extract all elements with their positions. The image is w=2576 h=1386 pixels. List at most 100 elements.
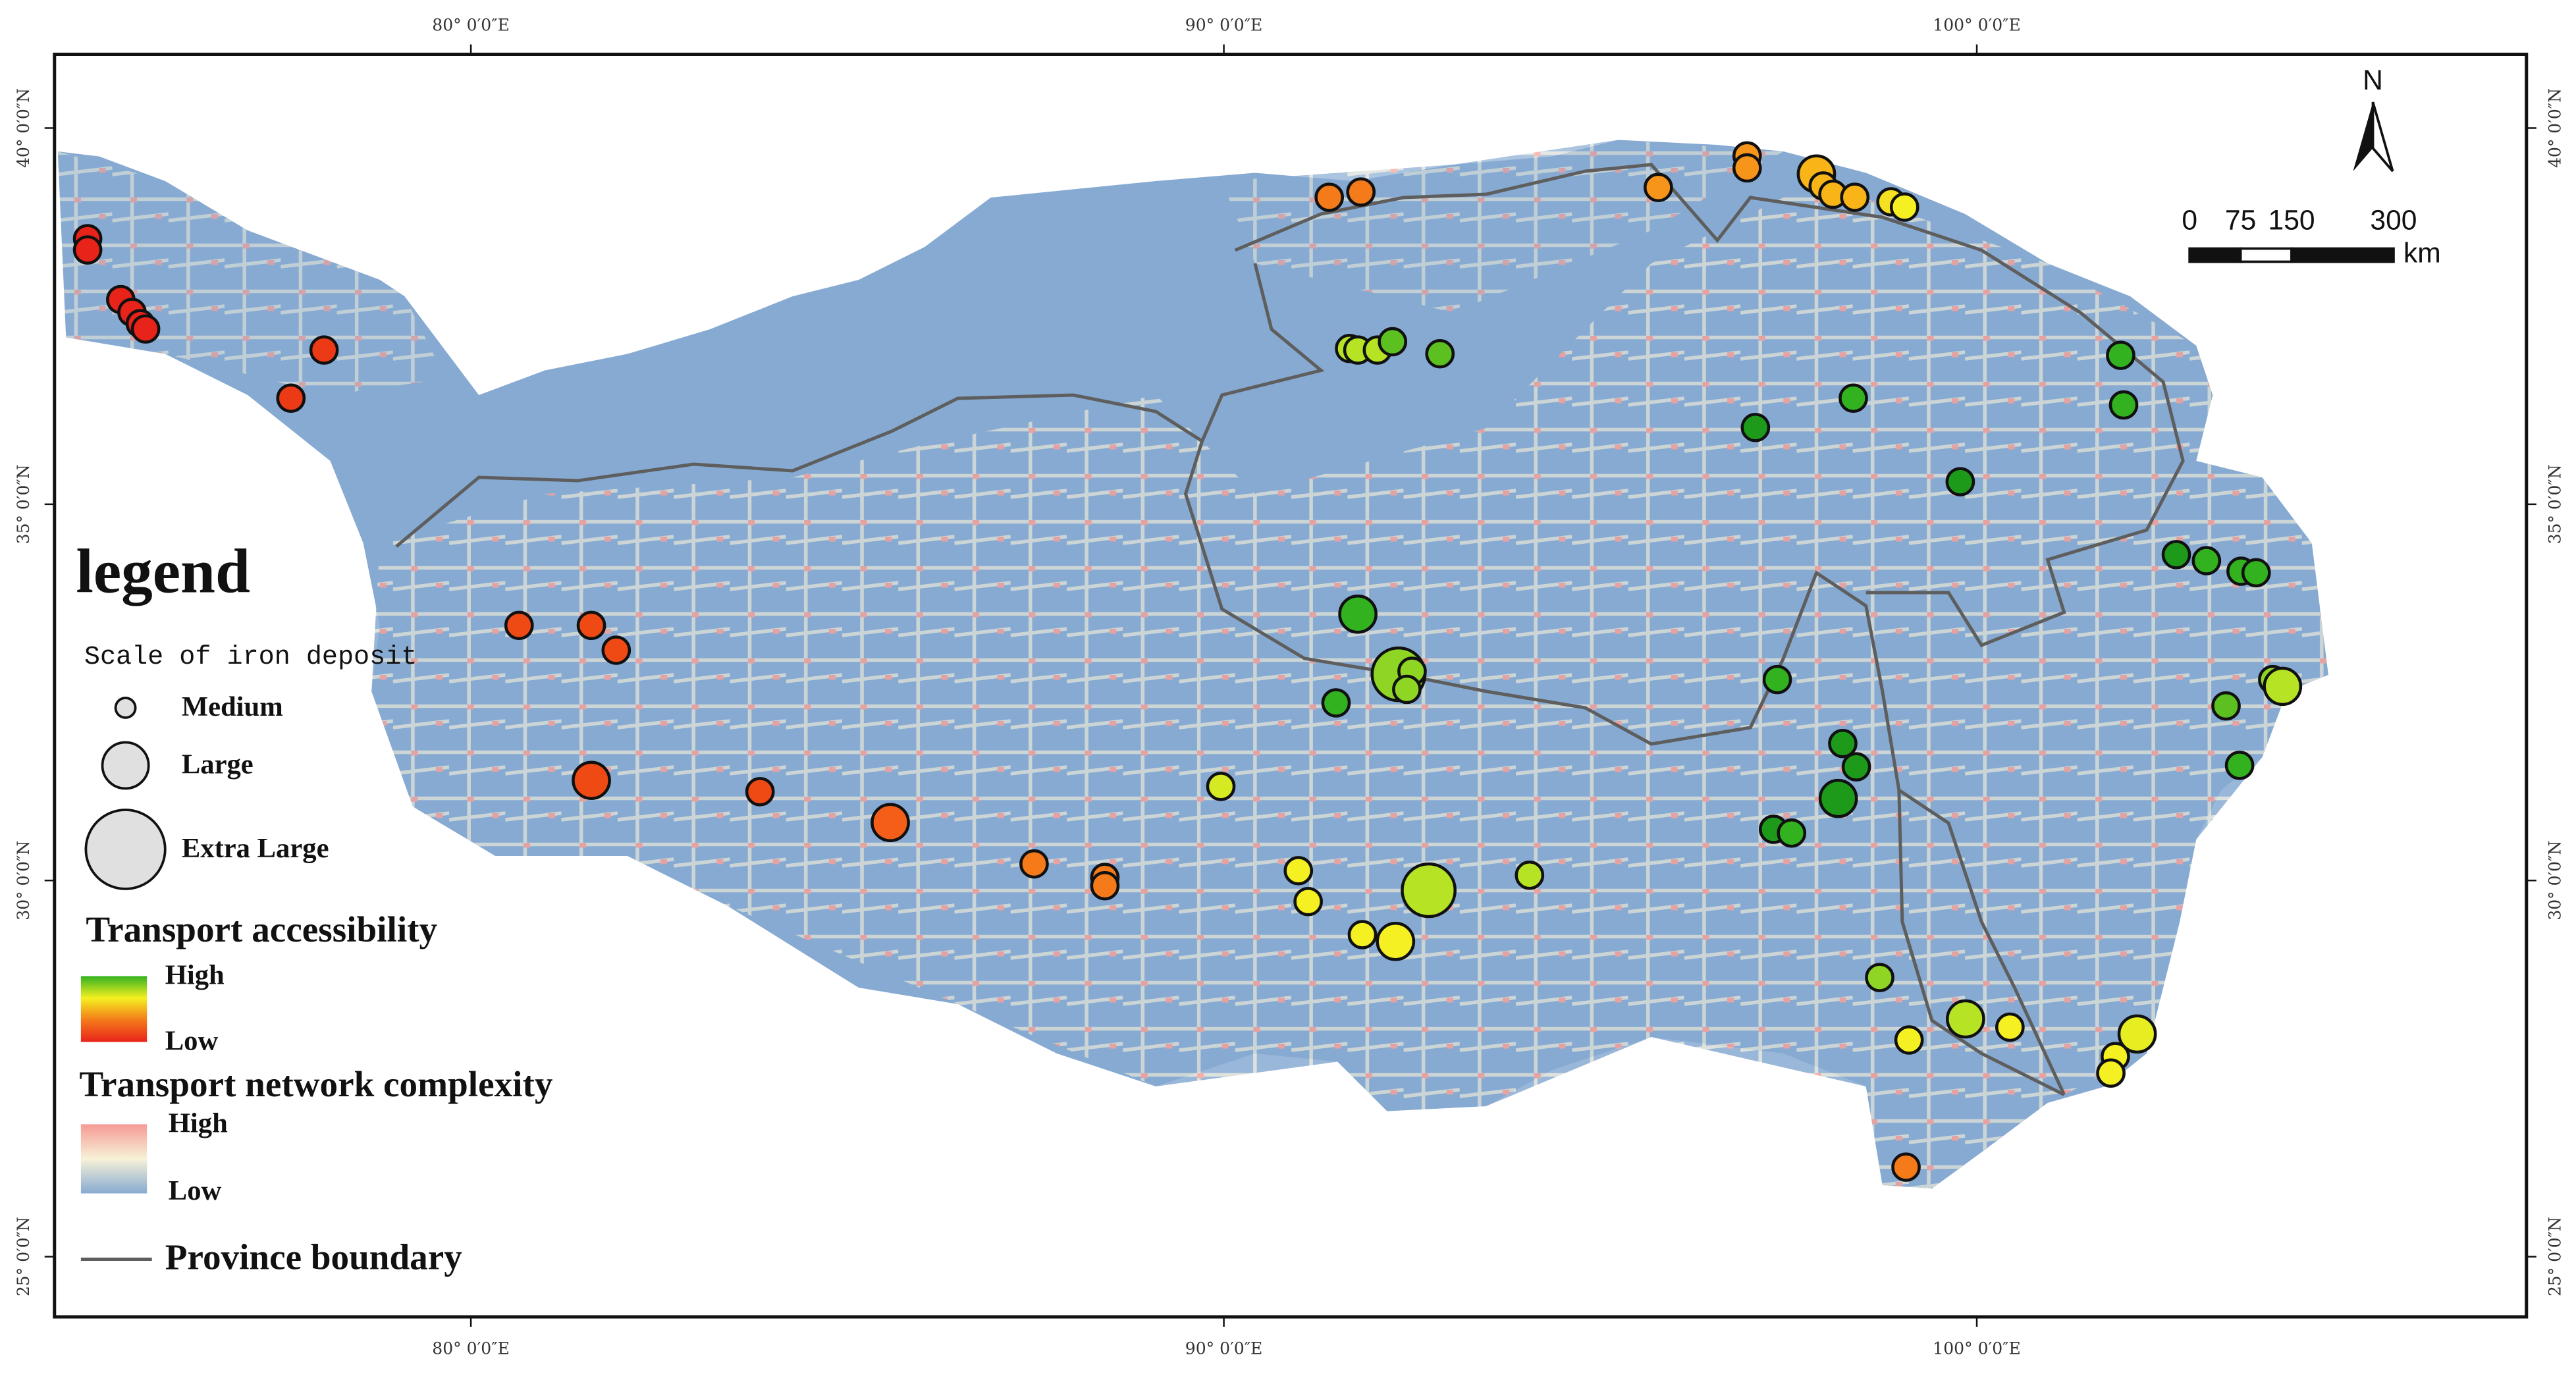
scale-label: 300 — [2370, 205, 2417, 236]
deposit — [1347, 920, 1378, 949]
lat-label: 35° 0′0″N — [14, 464, 33, 544]
deposit — [576, 610, 606, 641]
lat-label: 35° 0′0″N — [2545, 464, 2564, 544]
legend-scale-title: Scale of iron deposit — [84, 643, 417, 672]
graticule: 80° 0′0″E 80° 0′0″E 90° 0′0″E 90° 0′0″E 100°… — [14, 16, 2564, 1358]
deposit — [1378, 327, 1408, 357]
lon-label: 100° 0′0″E — [1933, 16, 2021, 35]
accessibility-high: High — [165, 960, 225, 991]
road-network — [371, 181, 2328, 1188]
deposit — [1425, 339, 1455, 369]
deposit — [1995, 1012, 2025, 1042]
map-frame — [53, 53, 2529, 1319]
deposit — [309, 335, 339, 365]
deposit — [1338, 594, 1378, 634]
legend-scale-symbol — [101, 741, 150, 790]
scale-label: 150 — [2268, 205, 2315, 236]
deposit — [1346, 177, 1376, 207]
deposit — [2263, 666, 2303, 706]
deposit — [1740, 413, 1771, 442]
legend-scale-symbol — [114, 697, 137, 719]
province-boundary — [1200, 263, 1325, 442]
deposit — [2211, 691, 2241, 721]
deposit — [1644, 173, 1673, 203]
deposit — [504, 610, 534, 641]
scale-segment — [2188, 247, 2242, 263]
lat-label: 30° 0′0″N — [14, 841, 33, 920]
deposit — [2106, 340, 2135, 370]
deposit — [130, 314, 161, 344]
deposit — [1762, 664, 1792, 695]
deposit — [1840, 182, 1870, 212]
deposit — [1283, 856, 1314, 886]
deposit — [1090, 870, 1120, 901]
legend-accessibility-title: Transport accessibility — [86, 909, 437, 949]
legend-scale-label: Extra Large — [182, 833, 329, 864]
deposit — [572, 760, 611, 800]
lon-label: 80° 0′0″E — [432, 16, 510, 35]
deposit — [1865, 963, 1894, 992]
complexity-ramp — [80, 1124, 148, 1194]
scale-segment — [2290, 247, 2395, 263]
legend-boundary: Province boundary — [165, 1237, 462, 1277]
deposit — [745, 777, 775, 807]
deposit — [1392, 674, 1422, 705]
lon-label: 90° 0′0″E — [1185, 1339, 1263, 1358]
deposit — [2108, 390, 2139, 420]
deposit — [1293, 886, 1323, 917]
lat-label: 40° 0′0″N — [14, 88, 33, 168]
deposit — [276, 383, 306, 413]
province-boundary — [1898, 788, 2066, 1096]
scale-segment — [2239, 247, 2293, 263]
lon-label: 100° 0′0″E — [1933, 1339, 2021, 1358]
deposit — [1838, 383, 1868, 413]
deposit — [1321, 688, 1351, 718]
deposit — [1818, 778, 1858, 818]
deposit — [1828, 728, 1858, 759]
deposit — [1841, 752, 1871, 782]
legend-scale-label: Medium — [182, 691, 283, 722]
deposit — [2224, 751, 2255, 780]
deposit — [1777, 818, 1807, 848]
deposit — [72, 235, 103, 265]
complexity-high: High — [169, 1108, 228, 1139]
deposit — [1894, 1025, 1924, 1055]
deposit — [1206, 772, 1236, 801]
complexity-low: Low — [169, 1175, 222, 1206]
deposit — [601, 635, 631, 665]
accessibility-low: Low — [165, 1026, 219, 1057]
deposit — [1945, 467, 1975, 496]
north-arrow-left — [2353, 102, 2373, 171]
scale-label: 0 — [2182, 205, 2197, 236]
deposit — [1515, 860, 1545, 890]
deposit — [1732, 153, 1762, 183]
north-arrow-right — [2371, 101, 2394, 173]
deposit — [1946, 999, 1985, 1039]
deposit — [1019, 849, 1049, 879]
scale-label: 75 — [2225, 205, 2256, 236]
legend-scale-label: Large — [182, 749, 254, 780]
lon-label: 80° 0′0″E — [432, 1339, 510, 1358]
legend-complexity-title: Transport network complexity — [79, 1064, 552, 1104]
north-arrow: N — [2353, 65, 2394, 173]
deposit — [2161, 540, 2191, 570]
accessibility-ramp — [80, 976, 148, 1042]
deposit — [1401, 862, 1457, 919]
deposit — [1314, 182, 1344, 212]
lat-label: 25° 0′0″N — [14, 1217, 33, 1296]
deposit — [1889, 192, 1919, 222]
legend: legend Scale of iron deposit Transport a… — [76, 536, 552, 1277]
legend-scale-symbol — [84, 809, 167, 890]
province-boundary — [1234, 163, 2185, 648]
deposit — [2117, 1014, 2157, 1054]
deposits — [72, 141, 2303, 1182]
north-label: N — [2363, 65, 2383, 96]
legend-title: legend — [76, 536, 250, 606]
scale-unit: km — [2403, 238, 2441, 269]
lat-label: 30° 0′0″N — [2545, 841, 2564, 920]
deposit — [1891, 1152, 1921, 1182]
deposit — [871, 803, 910, 842]
